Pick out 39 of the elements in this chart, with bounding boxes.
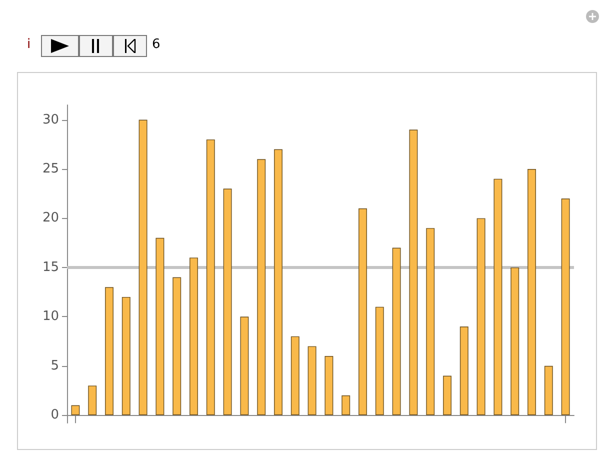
bar (510, 267, 520, 416)
bar (206, 139, 215, 416)
y-tick-label: 25 (42, 161, 59, 176)
bar (223, 188, 232, 416)
bar (544, 366, 553, 416)
y-tick-label: 20 (42, 210, 59, 226)
bar (342, 395, 350, 416)
bar (190, 258, 198, 416)
bar (392, 248, 401, 416)
y-tick-label: 5 (50, 358, 59, 374)
bar (460, 326, 468, 416)
bar (375, 306, 384, 416)
bar (105, 287, 114, 416)
text: i (27, 37, 31, 52)
bar (324, 356, 334, 416)
bar (274, 149, 282, 416)
bar (290, 336, 300, 416)
y-tick-label: 10 (42, 309, 59, 324)
bar (409, 130, 418, 416)
bar (494, 178, 502, 416)
bar (257, 159, 266, 416)
bar (71, 405, 80, 416)
bar (443, 376, 452, 416)
bar (122, 296, 130, 416)
bar (138, 120, 148, 416)
bar (240, 316, 249, 416)
bar (358, 208, 367, 416)
bar (561, 198, 570, 416)
bar (476, 218, 486, 416)
y-tick-label: 0 (50, 408, 59, 423)
bar (172, 277, 182, 416)
bar (308, 346, 316, 416)
bar (156, 238, 164, 416)
bar (528, 168, 536, 416)
text: 6 (152, 37, 160, 52)
bar (426, 228, 435, 416)
bar (88, 386, 97, 416)
y-tick-label: 30 (42, 112, 59, 128)
y-tick-label: 15 (42, 260, 59, 275)
